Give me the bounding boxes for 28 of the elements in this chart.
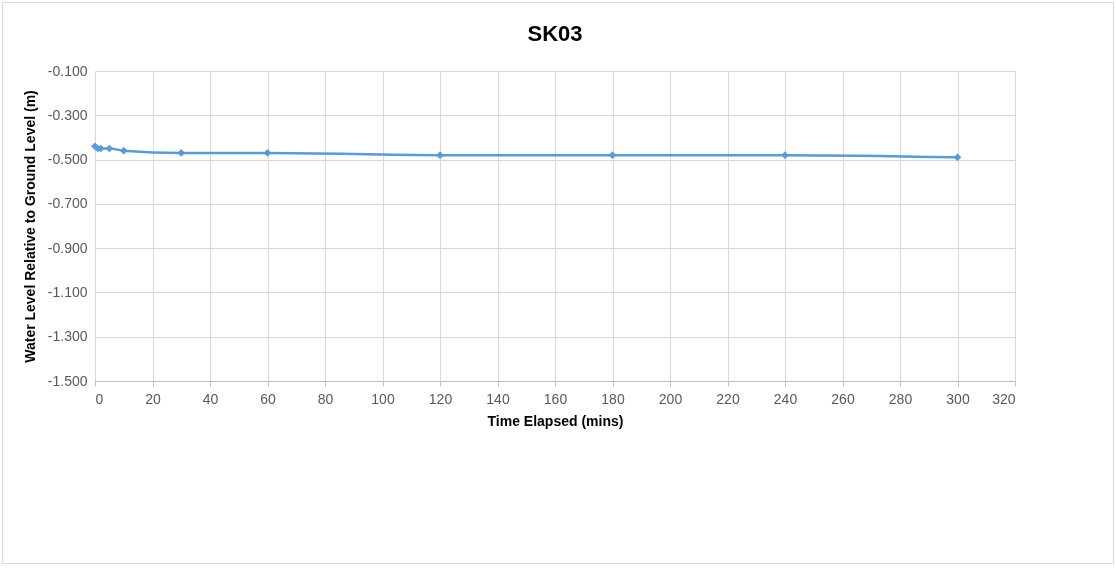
- x-tick-label: 320: [992, 390, 1016, 407]
- y-tick-label: -1.500: [47, 372, 88, 389]
- x-tick-label: 80: [317, 390, 334, 407]
- x-tick-label: 120: [428, 390, 453, 407]
- x-tick-label: 300: [946, 390, 970, 407]
- x-tick-label: 280: [888, 390, 913, 407]
- x-tick-label: 200: [658, 390, 683, 407]
- y-tick-label: -0.500: [47, 151, 88, 168]
- x-tick-label: 0: [95, 390, 104, 407]
- x-axis-title: Time Elapsed (mins): [487, 412, 624, 429]
- x-tick-label: 220: [716, 390, 740, 407]
- x-tick-label: 240: [773, 390, 798, 407]
- x-tick-label: 20: [145, 390, 161, 407]
- y-tick-label: -0.300: [47, 106, 88, 123]
- x-tick-label: 100: [371, 390, 395, 407]
- y-tick-label: -1.300: [47, 328, 88, 345]
- x-tick-label: 40: [202, 390, 219, 407]
- x-tick-label: 140: [486, 390, 510, 407]
- x-tick-label: 180: [601, 390, 625, 407]
- y-tick-label: -1.100: [47, 283, 88, 300]
- y-tick-label: -0.900: [47, 239, 88, 256]
- y-axis-title: Water Level Relative to Ground Level (m): [21, 90, 38, 363]
- x-tick-label: 260: [831, 390, 855, 407]
- y-tick-label: -0.700: [47, 195, 88, 212]
- y-tick-label: -0.100: [47, 62, 88, 79]
- x-tick-label: 160: [543, 390, 568, 407]
- chart-title: SK03: [527, 21, 583, 46]
- x-tick-label: 60: [260, 390, 276, 407]
